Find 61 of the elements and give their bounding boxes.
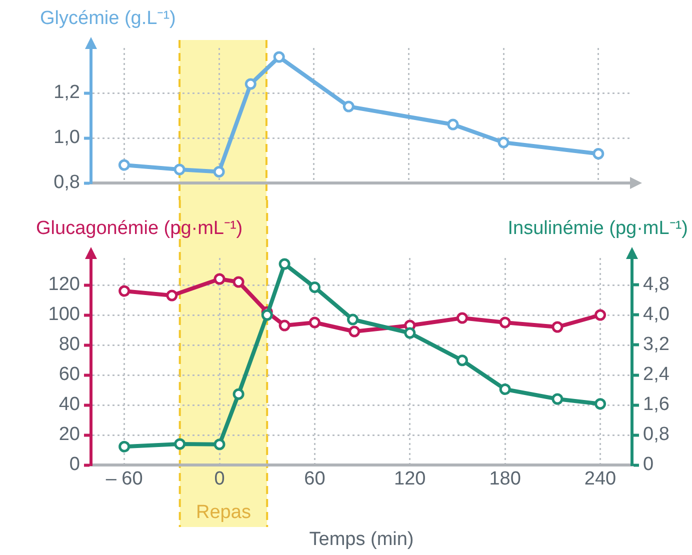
point [232, 276, 244, 288]
y2-tick-label: 0,8 [643, 424, 670, 446]
point [118, 285, 130, 297]
y-tick-label: 0,8 [54, 172, 80, 194]
point [166, 290, 178, 302]
y2-tick-label: 1,6 [643, 394, 670, 416]
point [594, 309, 606, 321]
point [348, 326, 360, 338]
point [499, 316, 511, 328]
y-tick-label: 80 [58, 334, 80, 356]
point [118, 159, 130, 171]
point [498, 136, 510, 148]
y-tick-label: 0 [69, 454, 80, 476]
point [308, 316, 320, 328]
point [342, 100, 354, 112]
x-axis-title: Temps (min) [309, 528, 414, 550]
band-label: Repas [196, 502, 251, 524]
point [174, 164, 186, 176]
y-tick-label: 100 [48, 304, 80, 326]
y-tick-label: 20 [58, 424, 80, 446]
point [456, 354, 468, 366]
point [594, 398, 606, 410]
point [174, 438, 186, 450]
point [552, 393, 564, 405]
y-axis-title: Glycémie (g.L⁻¹) [40, 7, 176, 30]
y2-tick-label: 0 [643, 454, 654, 476]
point [261, 309, 273, 321]
y-tick-label: 1,0 [54, 127, 80, 148]
y2-tick-label: 4,8 [643, 274, 670, 296]
point [213, 166, 225, 178]
x-tick-label: 120 [394, 468, 426, 490]
point [404, 327, 416, 339]
y2-tick-label: 2,4 [643, 364, 670, 386]
point [118, 440, 130, 452]
x-tick-label: 180 [489, 468, 521, 490]
point [456, 312, 468, 324]
point [214, 273, 226, 285]
y-tick-label: 40 [58, 394, 80, 416]
y-axis-title: Glucagonémie (pg·mL⁻¹) [36, 217, 243, 240]
x-tick-label: 240 [584, 468, 616, 490]
point [278, 258, 290, 270]
x-tick-label: 0 [214, 468, 225, 490]
y2-tick-label: 3,2 [643, 334, 670, 356]
point [499, 384, 511, 395]
x-tick-label: 60 [304, 468, 326, 490]
point [347, 314, 359, 326]
point [278, 320, 290, 332]
y-tick-label: 120 [48, 274, 80, 296]
point [447, 118, 459, 130]
point [552, 321, 564, 333]
x-tick-label: – 60 [106, 468, 143, 490]
y-tick-label: 1,2 [54, 82, 80, 104]
point [232, 388, 244, 400]
point [244, 78, 256, 90]
y2-axis-title: Insulinémie (pg·mL⁻¹) [508, 217, 688, 240]
point [214, 438, 226, 450]
point [273, 51, 285, 63]
point [308, 282, 320, 293]
y2-tick-label: 4,0 [643, 304, 670, 326]
y-tick-label: 60 [58, 364, 80, 386]
point [592, 148, 604, 160]
